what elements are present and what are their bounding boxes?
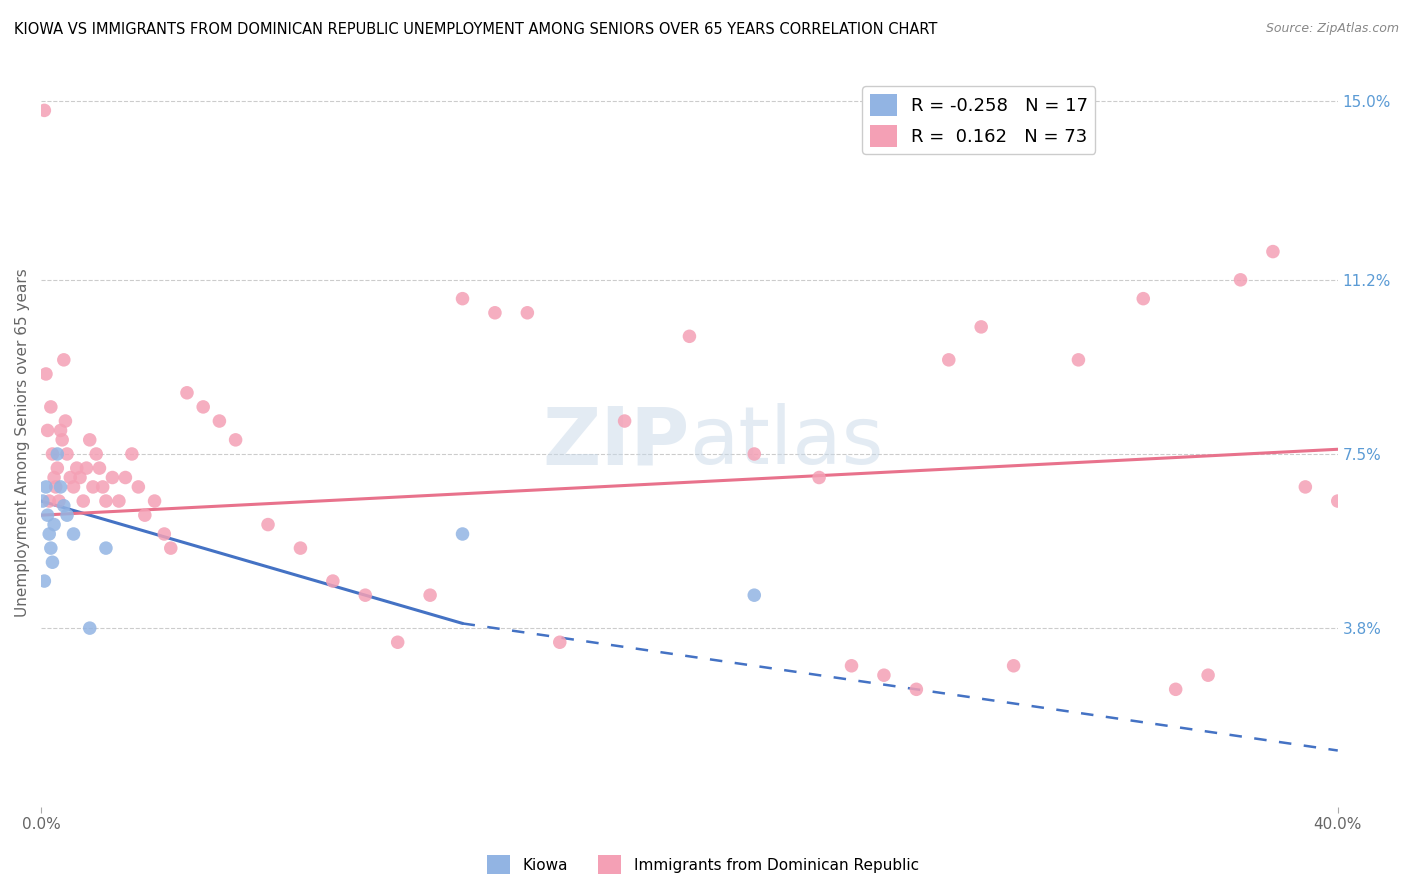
Point [225, 433, 247, 447]
Point [613, 414, 636, 428]
Point [108, 494, 131, 508]
Point [52, 352, 75, 367]
Point [208, 414, 231, 428]
Point [354, 588, 377, 602]
Point [873, 668, 896, 682]
Point [290, 541, 312, 555]
Point [34, 574, 56, 588]
Point [55, 414, 77, 428]
Point [37, 424, 59, 438]
Point [114, 470, 136, 484]
Point [1164, 682, 1187, 697]
Legend: R = -0.258   N = 17, R =  0.162   N = 73: R = -0.258 N = 17, R = 0.162 N = 73 [862, 87, 1095, 154]
Point [46, 461, 69, 475]
Point [101, 470, 124, 484]
Point [419, 588, 441, 602]
Point [52, 499, 75, 513]
Point [35, 480, 58, 494]
Text: Source: ZipAtlas.com: Source: ZipAtlas.com [1265, 22, 1399, 36]
Point [742, 588, 765, 602]
Point [1229, 273, 1251, 287]
Point [56, 508, 79, 523]
Point [451, 292, 474, 306]
Point [1002, 658, 1025, 673]
Point [1261, 244, 1284, 259]
Point [484, 306, 506, 320]
Point [62, 527, 84, 541]
Point [121, 447, 143, 461]
Point [37, 508, 59, 523]
Point [82, 480, 104, 494]
Point [1197, 668, 1219, 682]
Point [69, 470, 91, 484]
Point [451, 527, 474, 541]
Point [79, 621, 101, 635]
Point [153, 527, 176, 541]
Point [1326, 494, 1348, 508]
Point [905, 682, 928, 697]
Point [72, 494, 94, 508]
Point [742, 447, 765, 461]
Point [516, 306, 538, 320]
Text: ZIP: ZIP [543, 403, 689, 481]
Point [134, 508, 156, 523]
Point [51, 433, 73, 447]
Point [387, 635, 409, 649]
Point [176, 385, 198, 400]
Point [193, 400, 215, 414]
Point [678, 329, 700, 343]
Point [38, 527, 60, 541]
Point [127, 480, 149, 494]
Point [548, 635, 571, 649]
Point [970, 319, 993, 334]
Point [34, 103, 56, 118]
Point [35, 367, 58, 381]
Point [45, 480, 67, 494]
Point [31, 494, 53, 508]
Point [49, 424, 72, 438]
Point [1360, 541, 1382, 555]
Point [46, 447, 69, 461]
Point [1294, 480, 1316, 494]
Point [84, 447, 107, 461]
Y-axis label: Unemployment Among Seniors over 65 years: Unemployment Among Seniors over 65 years [15, 268, 30, 616]
Point [62, 480, 84, 494]
Point [89, 461, 111, 475]
Point [938, 352, 960, 367]
Point [94, 494, 117, 508]
Point [143, 494, 166, 508]
Point [49, 480, 72, 494]
Point [76, 461, 98, 475]
Point [59, 470, 82, 484]
Point [41, 555, 63, 569]
Point [79, 433, 101, 447]
Point [1132, 292, 1154, 306]
Point [322, 574, 344, 588]
Point [56, 447, 79, 461]
Point [1392, 565, 1406, 579]
Point [66, 461, 89, 475]
Point [39, 400, 62, 414]
Point [91, 480, 114, 494]
Point [1067, 352, 1090, 367]
Point [94, 541, 117, 555]
Point [159, 541, 181, 555]
Legend: Kiowa, Immigrants from Dominican Republic: Kiowa, Immigrants from Dominican Republi… [481, 849, 925, 880]
Point [841, 658, 863, 673]
Point [41, 447, 63, 461]
Point [808, 470, 831, 484]
Point [42, 470, 65, 484]
Point [257, 517, 280, 532]
Point [38, 494, 60, 508]
Text: KIOWA VS IMMIGRANTS FROM DOMINICAN REPUBLIC UNEMPLOYMENT AMONG SENIORS OVER 65 Y: KIOWA VS IMMIGRANTS FROM DOMINICAN REPUB… [14, 22, 938, 37]
Point [48, 494, 70, 508]
Point [42, 517, 65, 532]
Point [39, 541, 62, 555]
Text: atlas: atlas [689, 403, 884, 481]
